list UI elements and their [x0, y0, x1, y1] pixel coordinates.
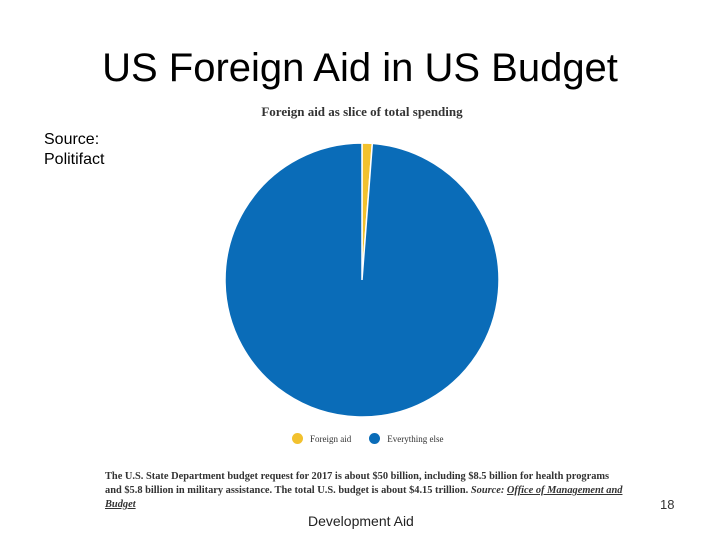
caption-source-link[interactable]: Office of Management and Budget	[105, 485, 623, 510]
slide-title: US Foreign Aid in US Budget	[102, 46, 618, 90]
source-name: Politifact	[44, 151, 105, 168]
legend-swatch-everything-else	[369, 433, 381, 444]
pie-slice-everything-else	[224, 142, 500, 418]
legend-item-foreign-aid: Foreign aid	[292, 433, 351, 444]
chart-title: Foreign aid as slice of total spending	[261, 104, 463, 119]
page-number: 18	[660, 497, 675, 512]
legend-item-everything-else: Everything else	[369, 433, 443, 444]
slide-footer: Development Aid	[308, 513, 414, 529]
legend-label-foreign-aid: Foreign aid	[310, 433, 352, 444]
source-note: Source: Politifact	[44, 130, 104, 170]
caption-source-label: Source:	[470, 485, 507, 496]
chart-legend: Foreign aid Everything else	[292, 433, 461, 444]
caption-text: The U.S. State Department budget request…	[105, 471, 610, 496]
pie-chart	[224, 142, 500, 418]
legend-label-everything-else: Everything else	[387, 433, 444, 444]
legend-swatch-foreign-aid	[292, 433, 303, 444]
chart-caption: The U.S. State Department budget request…	[105, 470, 625, 512]
source-label: Source:	[44, 131, 100, 148]
